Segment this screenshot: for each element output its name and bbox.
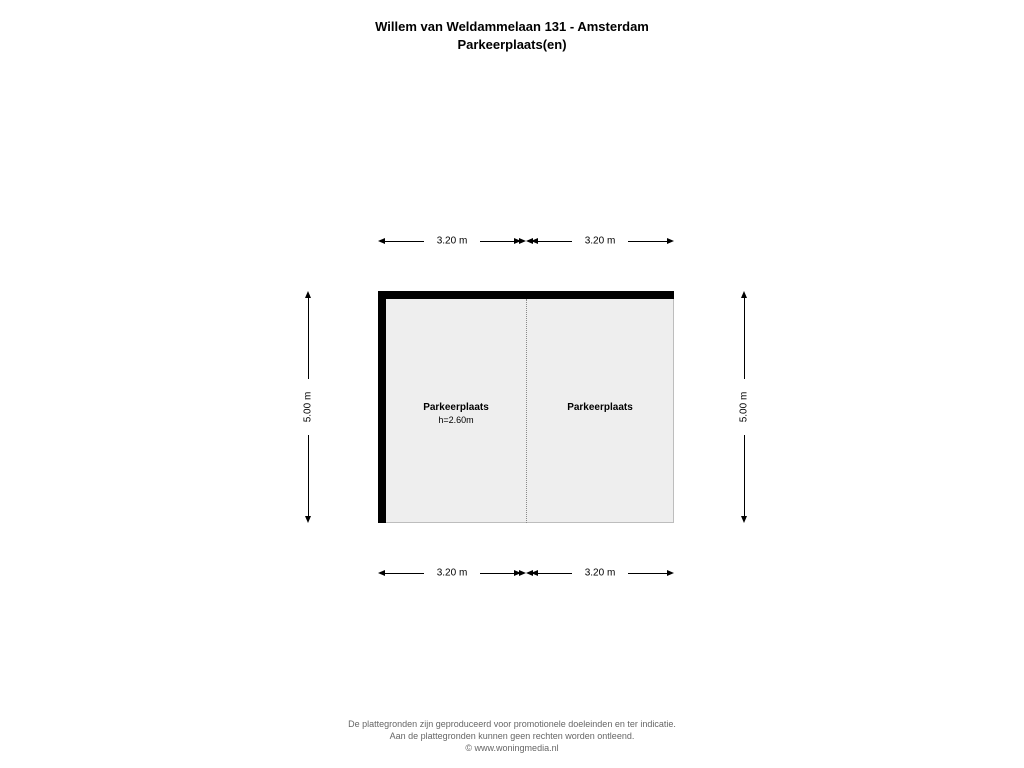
dim-right-label-0: 5.00 m [739, 392, 750, 423]
dim-top-label-0: 3.20 m [437, 236, 468, 247]
dim-right-line [744, 295, 745, 379]
footer-line-2: Aan de plattegronden kunnen geen rechten… [0, 730, 1024, 742]
dim-bottom-tick [514, 570, 521, 576]
footer-line-1: De plattegronden zijn geproduceerd voor … [0, 718, 1024, 730]
dim-bottom-line [530, 573, 572, 574]
wall-top [378, 291, 674, 299]
dim-top-line [382, 241, 424, 242]
title-line-2: Parkeerplaats(en) [0, 36, 1024, 54]
dim-top-line [530, 241, 572, 242]
dim-top-line [628, 241, 670, 242]
room-right: Parkeerplaats [526, 299, 674, 523]
room-right-label: Parkeerplaats [526, 401, 674, 414]
footer-line-3: © www.woningmedia.nl [0, 742, 1024, 754]
dim-left-line [308, 435, 309, 519]
room-left: Parkeerplaats h=2.60m [386, 299, 526, 523]
title-line-1: Willem van Weldammelaan 131 - Amsterdam [0, 18, 1024, 36]
dim-bottom-line [628, 573, 670, 574]
dim-top-tick [514, 238, 521, 244]
room-left-label: Parkeerplaats h=2.60m [386, 401, 526, 427]
floorplan: Parkeerplaats h=2.60m Parkeerplaats [378, 291, 674, 523]
page-title: Willem van Weldammelaan 131 - Amsterdam … [0, 18, 1024, 53]
dim-bottom-label-0: 3.20 m [437, 568, 468, 579]
wall-left [378, 291, 386, 523]
room-left-name: Parkeerplaats [423, 402, 489, 413]
footer-disclaimer: De plattegronden zijn geproduceerd voor … [0, 718, 1024, 754]
dim-right-line [744, 435, 745, 519]
dim-bottom-line [382, 573, 424, 574]
room-right-name: Parkeerplaats [567, 402, 633, 413]
dim-left-line [308, 295, 309, 379]
room-divider [526, 299, 527, 523]
dim-bottom-label-1: 3.20 m [585, 568, 616, 579]
room-left-height: h=2.60m [438, 415, 473, 425]
dim-top-label-1: 3.20 m [585, 236, 616, 247]
dim-left-label-0: 5.00 m [303, 392, 314, 423]
